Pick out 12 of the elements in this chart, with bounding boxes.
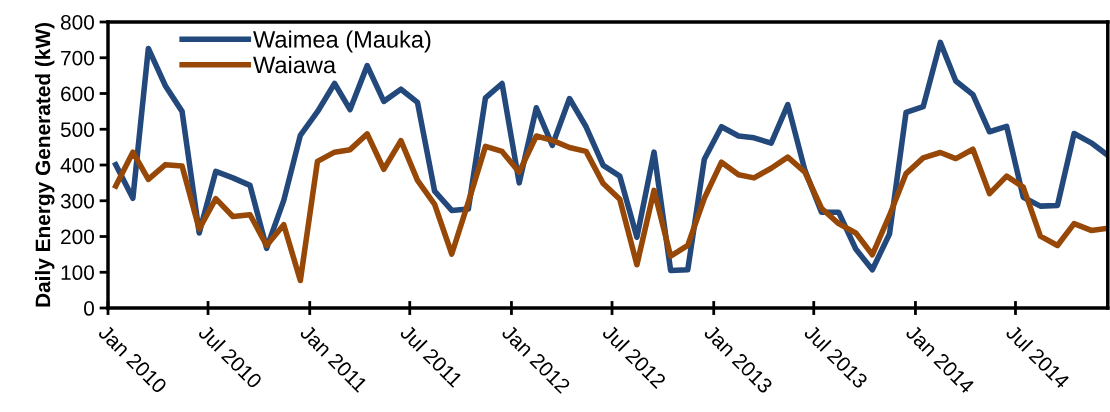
legend-label: Waiawa — [253, 56, 337, 74]
y-tick-label: 600 — [61, 86, 94, 102]
y-axis-title: Daily Energy Generated (kW) — [34, 23, 55, 307]
y-tick-label: 300 — [60, 193, 94, 209]
y-tick-label: 800 — [60, 15, 94, 30]
legend-label: Waimea (Mauka) — [253, 30, 431, 53]
y-tick-label: 500 — [60, 122, 94, 138]
y-tick-label: 700 — [61, 50, 94, 66]
y-tick-label: 400 — [60, 158, 94, 173]
y-tick-label: 100 — [61, 265, 94, 281]
y-tick-label: 0 — [84, 301, 94, 316]
y-tick-label: 200 — [61, 229, 94, 245]
